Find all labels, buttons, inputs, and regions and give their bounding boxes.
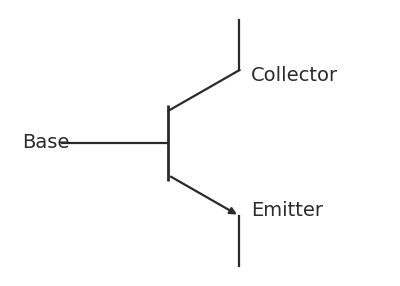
Text: Emitter: Emitter xyxy=(251,201,323,220)
Text: Base: Base xyxy=(22,134,70,152)
Text: Collector: Collector xyxy=(251,66,338,85)
